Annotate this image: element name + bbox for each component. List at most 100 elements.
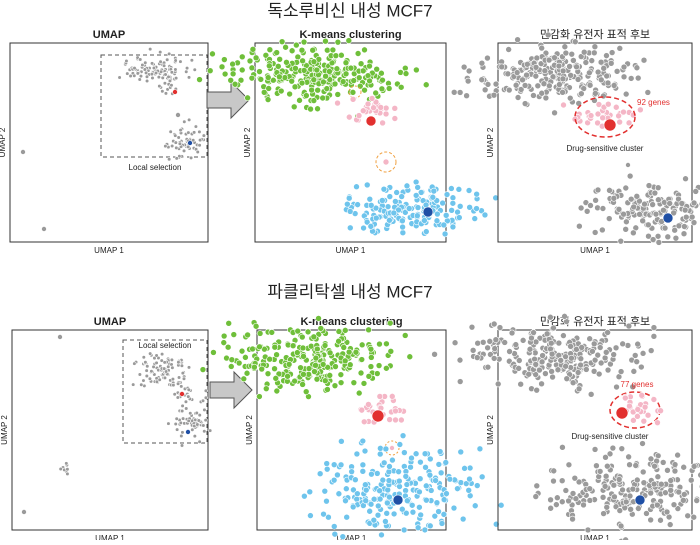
point (620, 487, 626, 493)
point (457, 203, 463, 209)
point (324, 461, 330, 467)
point (595, 352, 601, 358)
point (183, 120, 187, 124)
point (323, 498, 329, 504)
point (347, 225, 353, 231)
point (616, 113, 622, 119)
point (534, 483, 540, 489)
point (265, 75, 271, 81)
x-axis-label: UMAP 1 (580, 246, 610, 255)
point (633, 463, 639, 469)
point (202, 134, 206, 138)
point (253, 323, 259, 329)
point (259, 366, 265, 372)
point (292, 65, 298, 71)
point (376, 363, 382, 369)
point (155, 361, 159, 365)
point (356, 390, 362, 396)
point (383, 341, 389, 347)
point (414, 213, 420, 219)
point (578, 362, 584, 368)
point (179, 421, 183, 425)
point (311, 369, 317, 375)
point (368, 471, 374, 477)
point (187, 366, 191, 370)
point (177, 360, 181, 364)
point (461, 64, 467, 70)
point (350, 504, 356, 510)
point (265, 371, 271, 377)
point (338, 462, 344, 468)
point (267, 47, 273, 53)
point (374, 470, 380, 476)
point (407, 354, 413, 360)
point (378, 70, 384, 76)
point (320, 361, 326, 367)
point (389, 457, 395, 463)
point (641, 480, 647, 486)
point (198, 138, 202, 142)
point (641, 57, 647, 63)
point (595, 187, 601, 193)
point (444, 192, 450, 198)
point (190, 58, 194, 62)
point (620, 341, 626, 347)
point (364, 182, 370, 188)
point (602, 355, 608, 361)
point (672, 468, 678, 474)
point (588, 391, 594, 397)
point (592, 446, 598, 452)
point (662, 225, 668, 231)
point (399, 506, 405, 512)
point (642, 201, 648, 207)
point (502, 339, 508, 345)
point (386, 494, 392, 500)
point (354, 496, 360, 502)
point (515, 95, 521, 101)
point-cloud (451, 32, 651, 116)
point (348, 65, 354, 71)
point (443, 212, 449, 218)
point (318, 325, 324, 331)
marker-dot (372, 410, 384, 422)
point (409, 502, 415, 508)
point (361, 419, 367, 425)
point (365, 101, 371, 107)
point (399, 194, 405, 200)
point (682, 207, 688, 213)
point (298, 365, 304, 371)
point (566, 498, 572, 504)
point (641, 418, 647, 424)
point (482, 87, 488, 93)
point (343, 60, 349, 66)
point (584, 208, 590, 214)
point (386, 217, 392, 223)
point (451, 89, 457, 95)
point (479, 77, 485, 83)
point (654, 502, 660, 508)
point (626, 120, 632, 126)
point (685, 513, 691, 519)
point (65, 462, 69, 466)
point (403, 473, 409, 479)
point (506, 87, 512, 93)
point (187, 388, 191, 392)
point (645, 89, 651, 95)
point (604, 504, 610, 510)
point (366, 327, 372, 333)
point (447, 476, 453, 482)
panel-title: UMAP (94, 316, 126, 328)
point (580, 502, 586, 508)
point (391, 511, 397, 517)
point (375, 503, 381, 509)
point (413, 192, 419, 198)
point (422, 527, 428, 533)
point (166, 365, 170, 369)
point (154, 71, 158, 75)
point (442, 231, 448, 237)
point (277, 56, 283, 62)
point (354, 451, 360, 457)
point (524, 61, 530, 67)
point (250, 346, 256, 352)
point (150, 72, 154, 76)
